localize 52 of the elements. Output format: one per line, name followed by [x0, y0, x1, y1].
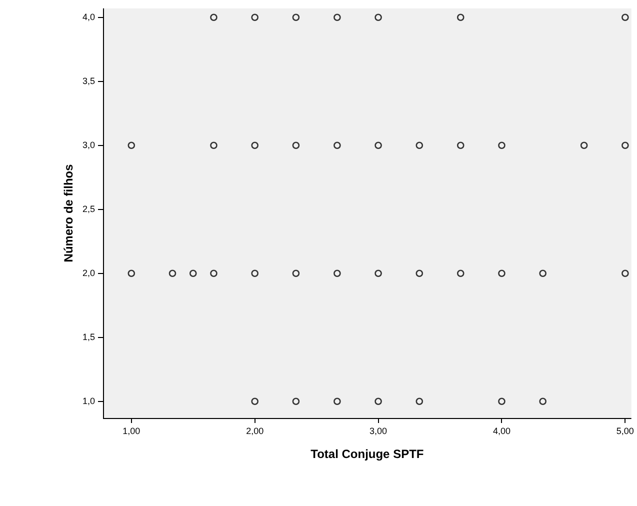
point: [334, 270, 341, 278]
point: [456, 142, 464, 150]
point: [498, 398, 506, 406]
point: [334, 398, 341, 406]
x-tick-label: 5,00: [616, 426, 634, 436]
point: [251, 142, 258, 150]
point: [580, 142, 588, 150]
point: [416, 398, 424, 406]
point: [334, 14, 341, 22]
point: [622, 142, 629, 150]
point: [456, 270, 464, 278]
point: [416, 142, 424, 150]
point: [334, 142, 341, 150]
point: [374, 398, 382, 406]
y-axis-title: Número de filhos: [62, 164, 76, 262]
point: [374, 14, 382, 22]
point: [539, 270, 546, 278]
point: [539, 398, 546, 406]
y-tick-label: 1,5: [82, 332, 95, 342]
point: [498, 270, 506, 278]
point: [128, 270, 136, 278]
point: [251, 270, 258, 278]
point: [292, 142, 300, 150]
y-tick-label: 3,0: [82, 140, 95, 150]
point: [168, 270, 176, 278]
y-tick-label: 3,5: [82, 76, 95, 86]
x-tick-label: 1,00: [122, 426, 140, 436]
point: [210, 270, 218, 278]
point: [498, 142, 506, 150]
point: [128, 142, 136, 150]
point: [622, 270, 629, 278]
point: [374, 142, 382, 150]
point: [292, 14, 300, 22]
x-axis-title: Total Conjuge SPTF: [310, 447, 424, 462]
x-tick-label: 4,00: [492, 426, 510, 436]
x-tick-label: 3,00: [370, 426, 388, 436]
y-tick-label: 1,0: [82, 396, 95, 406]
x-tick-label: 2,00: [246, 426, 264, 436]
point: [374, 270, 382, 278]
point: [251, 398, 258, 406]
y-tick-label: 2,0: [82, 268, 95, 278]
point: [210, 142, 218, 150]
point: [251, 14, 258, 22]
point: [292, 398, 300, 406]
point: [292, 270, 300, 278]
point: [456, 14, 464, 22]
point: [416, 270, 424, 278]
point: [189, 270, 197, 278]
y-tick-label: 2,5: [82, 204, 95, 214]
point: [210, 14, 218, 22]
y-tick-label: 4,0: [82, 12, 95, 22]
point: [622, 14, 629, 22]
